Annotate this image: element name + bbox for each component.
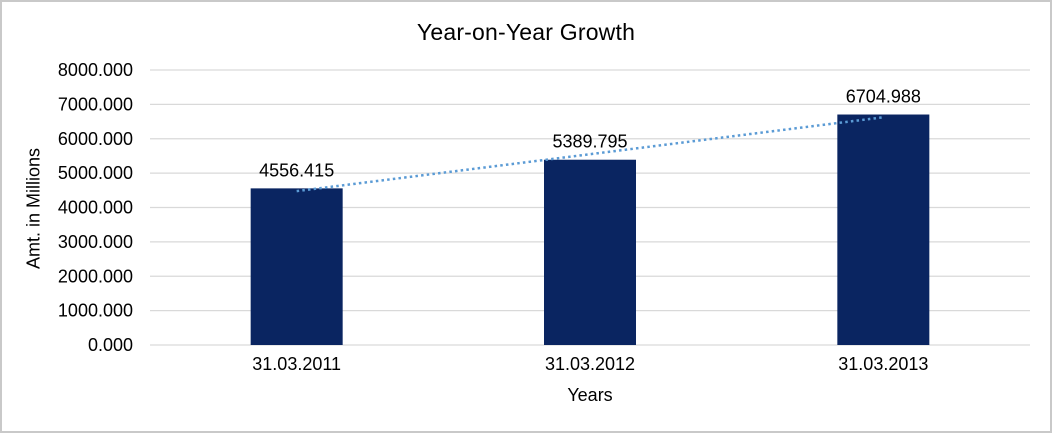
chart-title: Year-on-Year Growth xyxy=(416,19,636,45)
x-axis-title: Years xyxy=(567,385,613,405)
data-label: 6704.988 xyxy=(846,87,921,107)
x-tick-label: 31.03.2012 xyxy=(545,354,635,374)
y-tick-label: 8000.000 xyxy=(58,60,133,80)
y-tick-label: 6000.000 xyxy=(58,129,133,149)
x-tick-label: 31.03.2011 xyxy=(252,354,341,374)
y-tick-label: 7000.000 xyxy=(58,94,133,114)
data-label: 4556.415 xyxy=(259,160,334,180)
bar[interactable] xyxy=(837,114,930,345)
bar[interactable] xyxy=(250,188,343,345)
x-tick-label: 31.03.2013 xyxy=(838,354,928,374)
bar[interactable] xyxy=(544,159,636,345)
data-label: 5389.795 xyxy=(552,132,627,152)
y-tick-label: 1000.000 xyxy=(58,301,133,321)
y-tick-label: 0.000 xyxy=(88,335,133,355)
y-tick-label: 2000.000 xyxy=(58,266,133,286)
y-tick-label: 3000.000 xyxy=(58,232,133,252)
y-tick-label: 5000.000 xyxy=(58,163,133,183)
y-tick-label: 4000.000 xyxy=(58,198,133,218)
trendline[interactable] xyxy=(296,116,884,193)
